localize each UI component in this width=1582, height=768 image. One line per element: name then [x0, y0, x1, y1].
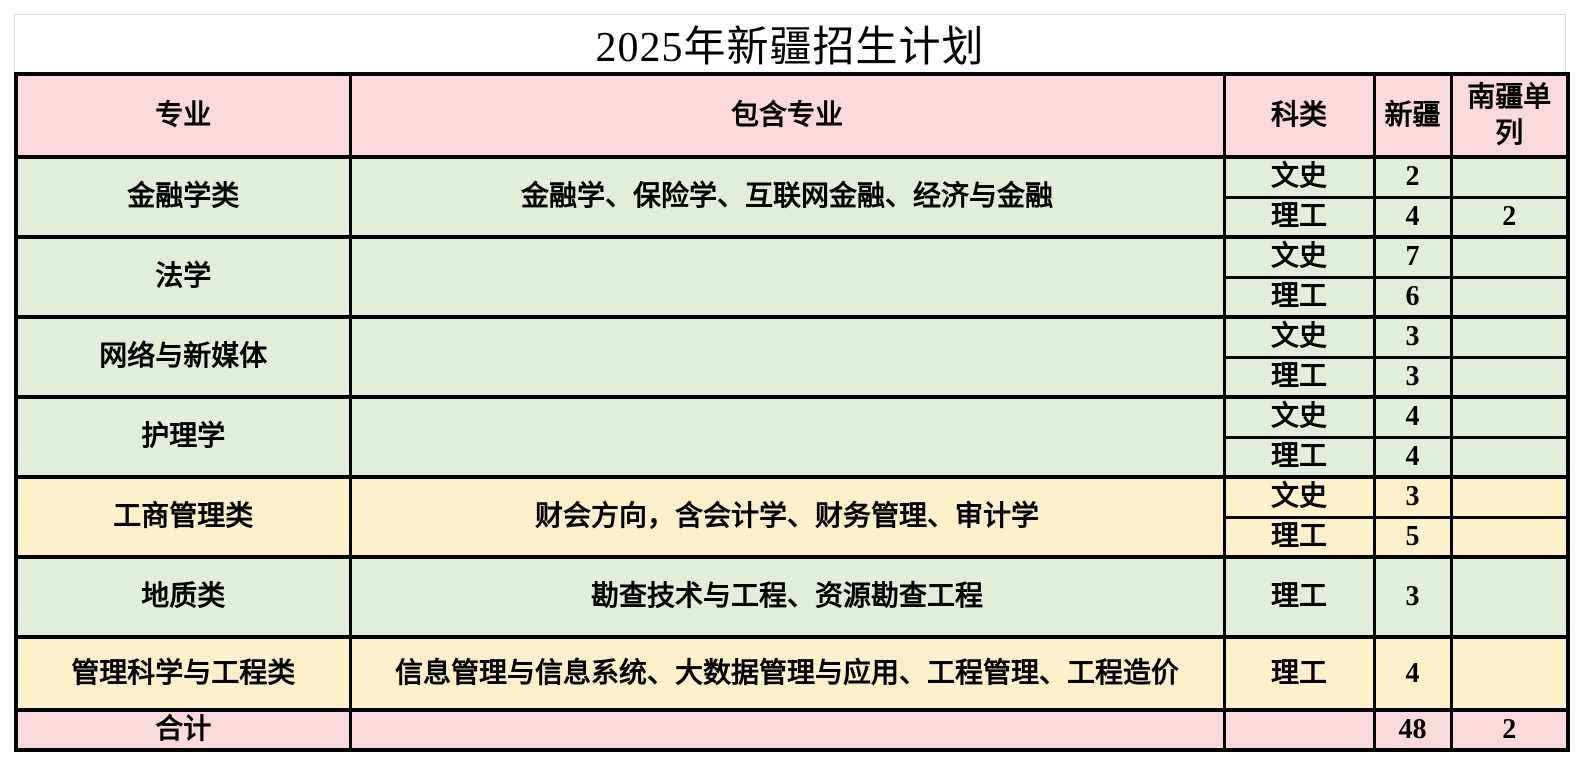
table-row: 金融学类 金融学、保险学、互联网金融、经济与金融 文史 2: [14, 155, 1570, 239]
nanjiang-count-cell: [1449, 395, 1570, 439]
category-cell: 文史: [1222, 395, 1376, 439]
includes-cell: 财会方向，含会计学、财务管理、审计学: [348, 475, 1226, 559]
nanjiang-count-cell: [1449, 435, 1570, 479]
table-row: 理工 4 2: [16, 195, 1570, 239]
table-row: 护理学 文史 4: [14, 395, 1570, 479]
category-cell: 文史: [1222, 235, 1376, 279]
nanjiang-count-cell: 2: [1449, 195, 1570, 239]
nanjiang-count-cell: [1449, 635, 1570, 712]
xinjiang-count-cell: 2: [1372, 155, 1453, 199]
category-cell: 文史: [1222, 155, 1376, 199]
table-row: 理工 6: [16, 275, 1570, 319]
total-xinjiang-cell: 48: [1372, 708, 1453, 752]
category-cell: 理工: [1222, 355, 1376, 399]
header-cell-includes: 包含专业: [348, 72, 1226, 159]
category-cell: 理工: [1222, 435, 1376, 479]
xinjiang-count-cell: 3: [1372, 355, 1453, 399]
table-row: 理工 4: [16, 435, 1570, 479]
xinjiang-count-cell: 3: [1372, 315, 1453, 359]
nanjiang-count-cell: [1449, 355, 1570, 399]
major-cell: 网络与新媒体: [14, 315, 352, 399]
category-cell: 理工: [1222, 275, 1376, 319]
xinjiang-count-cell: 7: [1372, 235, 1453, 279]
nanjiang-count-cell: [1449, 315, 1570, 359]
major-cell: 护理学: [14, 395, 352, 479]
major-cell: 管理科学与工程类: [14, 635, 352, 712]
table-row: 地质类 勘查技术与工程、资源勘查工程 理工 3: [14, 555, 1570, 639]
includes-cell: 勘查技术与工程、资源勘查工程: [348, 555, 1226, 639]
category-cell: 文史: [1222, 315, 1376, 359]
nanjiang-count-cell: [1449, 475, 1570, 519]
table-row: 法学 文史 7: [14, 235, 1570, 319]
includes-cell: [348, 315, 1226, 399]
total-label-cell: 合计: [14, 708, 352, 752]
total-includes-cell: [348, 708, 1226, 752]
category-cell: 理工: [1222, 515, 1376, 559]
table-row: 理工 5: [16, 515, 1570, 559]
nanjiang-count-cell: [1449, 155, 1570, 199]
category-cell: 理工: [1222, 195, 1376, 239]
xinjiang-count-cell: 3: [1372, 555, 1453, 639]
includes-cell: 信息管理与信息系统、大数据管理与应用、工程管理、工程造价: [348, 635, 1226, 712]
category-cell: 理工: [1222, 555, 1376, 639]
xinjiang-count-cell: 4: [1372, 635, 1453, 712]
page-title: 2025年新疆招生计划: [14, 14, 1566, 72]
table-row: 工商管理类 财会方向，含会计学、财务管理、审计学 文史 3: [14, 475, 1570, 559]
nanjiang-count-cell: [1449, 275, 1570, 319]
header-cell-xinjiang: 新疆: [1372, 72, 1453, 159]
table-row: 理工 3: [16, 355, 1570, 399]
xinjiang-count-cell: 6: [1372, 275, 1453, 319]
xinjiang-count-cell: 3: [1372, 475, 1453, 519]
total-row: 合计 48 2: [14, 708, 1570, 752]
category-cell: 文史: [1222, 475, 1376, 519]
major-cell: 法学: [14, 235, 352, 319]
nanjiang-count-cell: [1449, 555, 1570, 639]
total-category-cell: [1222, 708, 1376, 752]
xinjiang-count-cell: 4: [1372, 395, 1453, 439]
table-row: 管理科学与工程类 信息管理与信息系统、大数据管理与应用、工程管理、工程造价 理工…: [14, 635, 1570, 712]
includes-cell: [348, 235, 1226, 319]
category-cell: 理工: [1222, 635, 1376, 712]
includes-cell: [348, 395, 1226, 479]
major-cell: 工商管理类: [14, 475, 352, 559]
header-cell-nanjiang: 南疆单列: [1449, 72, 1570, 159]
enrollment-table: 专业 包含专业 科类 新疆 南疆单列 金融学类 金融学、保险学、互联网金融、经济…: [14, 72, 1570, 752]
total-nanjiang-cell: 2: [1449, 708, 1570, 752]
major-cell: 地质类: [14, 555, 352, 639]
major-cell: 金融学类: [14, 155, 352, 239]
header-cell-major: 专业: [14, 72, 352, 159]
header-row: 专业 包含专业 科类 新疆 南疆单列: [14, 72, 1570, 159]
xinjiang-count-cell: 4: [1372, 435, 1453, 479]
nanjiang-count-cell: [1449, 515, 1570, 559]
xinjiang-count-cell: 4: [1372, 195, 1453, 239]
header-cell-category: 科类: [1222, 72, 1376, 159]
table-row: 网络与新媒体 文史 3: [14, 315, 1570, 399]
sheet: 2025年新疆招生计划 专业 包含专业 科类 新疆 南疆单列 金融学类 金融学、…: [14, 14, 1570, 752]
includes-cell: 金融学、保险学、互联网金融、经济与金融: [348, 155, 1226, 239]
nanjiang-count-cell: [1449, 235, 1570, 279]
xinjiang-count-cell: 5: [1372, 515, 1453, 559]
